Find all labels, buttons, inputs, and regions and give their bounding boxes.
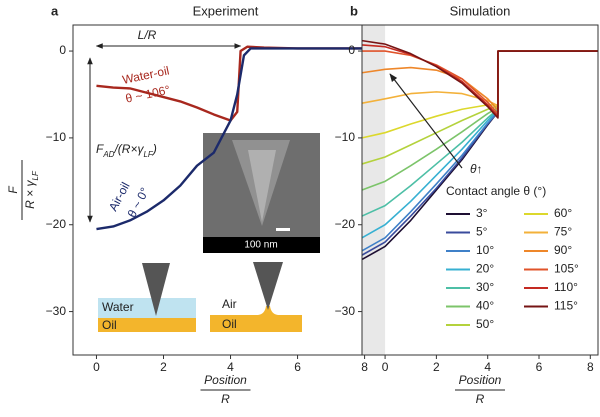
x-tick-label: 4	[484, 360, 491, 374]
legend-item: 50°	[446, 317, 494, 331]
water-label: Water	[102, 300, 134, 314]
legend-item: 90°	[524, 243, 572, 257]
legend-item: 40°	[446, 299, 494, 313]
legend-item: 30°	[446, 280, 494, 294]
legend-item: 3°	[446, 206, 488, 220]
data-line	[362, 50, 598, 115]
panel-title: Experiment	[193, 3, 259, 18]
legend-label: 60°	[554, 206, 572, 220]
annotation: FAD/(R×γLF)	[96, 142, 157, 158]
x-tick-label: 6	[294, 360, 301, 374]
x-tick-label: 0	[382, 360, 389, 374]
axes-frame	[361, 24, 599, 356]
x-label-numerator: Position	[459, 373, 502, 387]
legend-label: 10°	[476, 243, 494, 257]
y-tick-label: −20	[46, 217, 67, 231]
legend-label: 105°	[554, 262, 579, 276]
legend-label: 90°	[554, 243, 572, 257]
oil-label: Oil	[102, 318, 117, 332]
y-tick-label: −30	[46, 304, 67, 318]
legend-label: 30°	[476, 280, 494, 294]
subscript: LF	[143, 150, 153, 159]
y-tick-label: −10	[46, 130, 67, 144]
legend-label: 115°	[554, 299, 578, 313]
legend-label: 3°	[476, 206, 488, 220]
legend-label: 110°	[554, 280, 578, 294]
x-label-denominator: R	[221, 392, 230, 406]
legend-label: 20°	[476, 262, 494, 276]
text-part: R × γ	[23, 180, 37, 209]
legend-item: 60°	[524, 206, 572, 220]
oil-label: Oil	[222, 317, 237, 331]
legend-label: 40°	[476, 299, 494, 313]
data-line	[361, 50, 598, 111]
scale-bar-label: 100 nm	[244, 240, 277, 251]
inset: 100 nm	[203, 133, 320, 253]
y-tick-label: −30	[335, 304, 356, 318]
x-tick-label: 2	[433, 360, 440, 374]
panel-title: Simulation	[450, 3, 511, 18]
legend-item: 115°	[524, 299, 578, 313]
trend-arrow	[389, 73, 463, 169]
y-tick-label: 0	[348, 43, 355, 57]
y-tick-label: −20	[335, 217, 356, 231]
x-label-denominator: R	[476, 392, 485, 406]
illustration-air-oil: Air Oil	[210, 262, 302, 332]
data-line	[361, 39, 598, 119]
subscript: AD	[102, 150, 114, 159]
x-tick-label: 8	[587, 360, 594, 374]
data-line	[96, 47, 378, 231]
legend-item: 110°	[524, 280, 578, 294]
panel-label: a	[51, 3, 59, 18]
panel-label: b	[350, 3, 358, 18]
annotation: L/R	[138, 28, 157, 42]
y-tick-label: −10	[335, 130, 356, 144]
legend-label: 5°	[476, 225, 488, 239]
legend-title: Contact angle θ (°)	[446, 184, 546, 198]
illustration-water-oil: Water Oil	[98, 263, 196, 332]
y-tick-label: 0	[59, 43, 66, 57]
x-tick-label: 0	[93, 360, 100, 374]
x-tick-label: 2	[160, 360, 167, 374]
x-label-numerator: Position	[204, 373, 247, 387]
air-label: Air	[222, 297, 237, 311]
legend-item: 105°	[524, 262, 579, 276]
annotation: θ ~ 106°	[124, 83, 171, 106]
subscript: LF	[31, 170, 40, 180]
legend-item: 75°	[524, 225, 572, 239]
text-part: )	[151, 142, 157, 156]
legend-label: 75°	[554, 225, 572, 239]
text-part: F	[96, 142, 104, 156]
y-label-denominator: R × γLF	[23, 170, 39, 209]
x-tick-label: 8	[361, 360, 368, 374]
x-tick-label: 4	[227, 360, 234, 374]
shaded-region	[362, 25, 386, 355]
text-part: /(R×γ	[113, 142, 144, 156]
legend-item: 10°	[446, 243, 494, 257]
legend-item: 20°	[446, 262, 494, 276]
legend-item: 5°	[446, 225, 488, 239]
annotation: θ↑	[470, 162, 483, 176]
y-label-numerator: F	[6, 186, 20, 194]
x-tick-label: 6	[536, 360, 543, 374]
legend-label: 50°	[476, 317, 494, 331]
